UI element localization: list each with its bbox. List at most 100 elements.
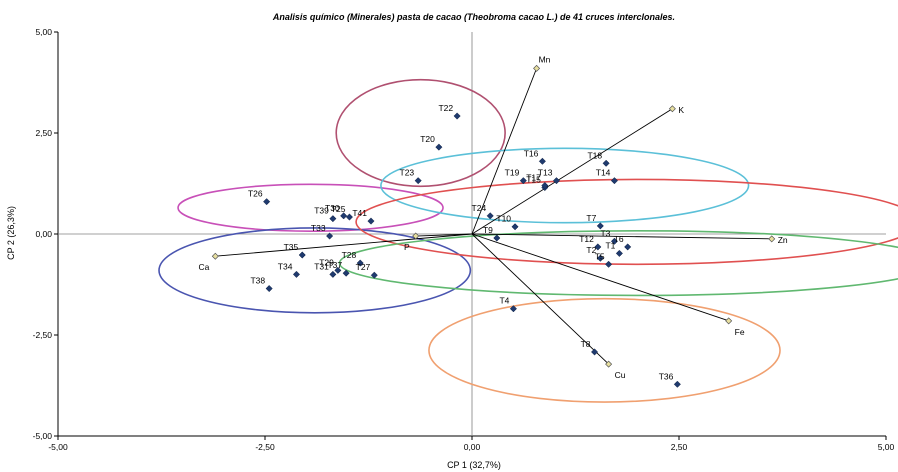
observation-point (435, 143, 443, 151)
observation-point (541, 181, 549, 190)
observation-label: T3 (600, 228, 610, 238)
observation-point (519, 177, 527, 185)
variable-vector (471, 233, 609, 365)
x-tick-label: 0,00 (464, 442, 481, 452)
variable-point (668, 105, 676, 113)
y-tick-label: 5,00 (35, 27, 52, 37)
observation-point (605, 260, 613, 268)
group-ellipse (177, 183, 444, 232)
variable-label: Cu (615, 370, 626, 380)
observation-label: T31 (314, 261, 329, 271)
observation-label: T16 (524, 148, 539, 158)
chart-title: Analisis químico (Minerales) pasta de ca… (272, 12, 675, 22)
points-layer (211, 64, 776, 388)
observation-label: T22 (438, 103, 453, 113)
variable-label: Fe (735, 327, 745, 337)
x-tick-label: 5,00 (878, 442, 895, 452)
group-ellipse (338, 229, 898, 297)
variable-label: Mn (539, 54, 551, 64)
observation-label: T1 (605, 240, 615, 250)
observation-point (334, 266, 342, 274)
observation-label: T26 (248, 189, 263, 199)
variable-label: K (678, 105, 684, 115)
y-tick-label: -5,00 (33, 431, 53, 441)
y-tick-label: -2,50 (33, 330, 53, 340)
observation-point (610, 177, 618, 185)
observation-label: T20 (420, 134, 435, 144)
variable-point (605, 360, 613, 368)
axes: -5,00-5,00 -2,50 -2,50 0,00 0,00 2,50 2,50 5,00… (33, 27, 895, 452)
observation-label: T41 (352, 208, 367, 218)
observation-point (367, 217, 375, 225)
variable-vector (471, 233, 729, 322)
observation-label: T29 (319, 257, 334, 267)
observation-point (298, 251, 306, 259)
observation-label: T2 (586, 245, 596, 255)
observation-point (329, 270, 337, 278)
observation-label: T14 (596, 168, 611, 178)
observation-label: T38 (250, 276, 265, 286)
observation-label: T8 (581, 339, 591, 349)
observation-label: T10 (496, 214, 511, 224)
observation-point (414, 177, 422, 185)
x-tick-label: -2,50 (255, 442, 275, 452)
group-ellipse (380, 147, 750, 224)
observation-label: T5 (595, 251, 605, 261)
observation-point (453, 112, 461, 120)
observation-point (370, 271, 378, 279)
observation-label: T33 (311, 223, 326, 233)
observation-label: T18 (587, 150, 602, 160)
y-axis-label: CP 2 (26,3%) (6, 206, 16, 260)
observation-point (263, 198, 271, 206)
group-ellipse (158, 227, 472, 314)
variable-point (211, 252, 219, 260)
observation-point (602, 159, 610, 167)
observation-label: T19 (505, 168, 520, 178)
variable-point (412, 232, 420, 240)
observation-label: T23 (400, 168, 415, 178)
observation-point (610, 237, 618, 245)
y-tick-label: 0,00 (35, 229, 52, 239)
observation-point (624, 243, 632, 251)
observation-point (486, 212, 494, 220)
observation-point (538, 157, 546, 165)
observation-label: T25 (331, 204, 346, 214)
observation-point (673, 380, 681, 388)
observation-point (590, 348, 599, 356)
variable-label: Ca (198, 262, 209, 272)
group-ellipse (428, 297, 781, 403)
ellipses-layer (158, 78, 898, 403)
observation-point (596, 222, 604, 230)
observation-point (493, 234, 501, 242)
observation-label: T17 (526, 173, 541, 183)
observation-point (329, 215, 337, 223)
observation-label: T4 (499, 296, 509, 306)
observation-point (615, 249, 623, 257)
group-ellipse (335, 78, 506, 188)
observation-point (552, 177, 561, 185)
variable-label: Zn (778, 235, 788, 245)
observation-label: T30 (325, 203, 340, 213)
x-axis-label: CP 1 (32,7%) (447, 460, 501, 470)
observation-label: T37 (327, 260, 342, 270)
observation-point (345, 213, 354, 221)
observation-point (265, 284, 273, 293)
observation-point (342, 269, 350, 277)
observation-point (340, 212, 348, 220)
observation-label: T9 (483, 225, 493, 235)
x-tick-label: -5,00 (48, 442, 68, 452)
variable-vector (471, 108, 673, 235)
observation-label: T34 (278, 261, 293, 271)
variable-vector (471, 68, 538, 235)
vectors-layer (215, 68, 772, 365)
variable-point (533, 64, 541, 72)
variable-point (725, 317, 733, 325)
observation-label: T36 (659, 371, 674, 381)
observation-label: T39 (314, 206, 329, 216)
observation-label: T7 (586, 213, 596, 223)
variable-vector (415, 233, 473, 237)
observation-point (292, 270, 301, 278)
observation-label: T13 (538, 168, 553, 178)
